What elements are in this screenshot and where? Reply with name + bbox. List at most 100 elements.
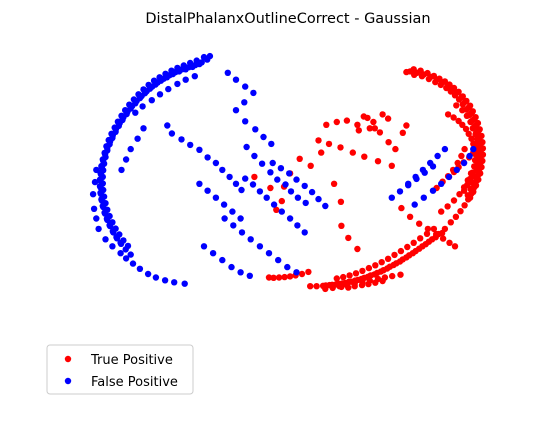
legend-label-false-positive: False Positive bbox=[91, 375, 178, 390]
point-true-positive bbox=[467, 118, 474, 126]
point-false-positive bbox=[156, 91, 164, 98]
point-true-positive bbox=[430, 72, 438, 80]
point-false-positive bbox=[117, 239, 124, 246]
point-false-positive bbox=[242, 175, 249, 182]
point-false-positive bbox=[315, 195, 322, 203]
point-false-positive bbox=[445, 173, 453, 181]
point-false-positive bbox=[212, 194, 220, 201]
point-false-positive bbox=[441, 145, 449, 153]
point-false-positive bbox=[98, 196, 105, 203]
point-true-positive bbox=[455, 96, 463, 103]
point-true-positive bbox=[446, 239, 453, 246]
point-true-positive bbox=[450, 197, 458, 204]
point-true-positive bbox=[379, 277, 386, 285]
series-false-positive bbox=[89, 52, 477, 287]
point-true-positive bbox=[418, 73, 426, 80]
legend-label-true-positive: True Positive bbox=[90, 353, 173, 368]
point-true-positive bbox=[251, 173, 258, 181]
point-false-positive bbox=[209, 250, 217, 257]
point-true-positive bbox=[471, 157, 479, 164]
point-true-positive bbox=[461, 145, 468, 153]
point-false-positive bbox=[122, 255, 130, 262]
point-true-positive bbox=[438, 208, 445, 215]
point-true-positive bbox=[365, 264, 373, 272]
point-true-positive bbox=[397, 247, 405, 255]
point-true-positive bbox=[417, 235, 424, 242]
point-true-positive bbox=[346, 272, 353, 279]
point-true-positive bbox=[307, 162, 314, 169]
point-false-positive bbox=[434, 152, 441, 160]
point-false-positive bbox=[429, 163, 437, 170]
point-true-positive bbox=[444, 111, 452, 118]
point-true-positive bbox=[468, 135, 475, 142]
point-false-positive bbox=[268, 140, 275, 148]
point-false-positive bbox=[265, 250, 273, 257]
point-false-positive bbox=[162, 70, 169, 78]
point-false-positive bbox=[228, 263, 235, 271]
point-true-positive bbox=[364, 114, 371, 122]
point-false-positive bbox=[152, 274, 160, 281]
point-true-positive bbox=[329, 284, 336, 292]
point-true-positive bbox=[452, 213, 460, 220]
point-false-positive bbox=[168, 130, 176, 137]
point-false-positive bbox=[421, 169, 428, 176]
point-false-positive bbox=[122, 156, 130, 163]
point-false-positive bbox=[301, 229, 308, 236]
point-false-positive bbox=[126, 101, 133, 108]
points-layer bbox=[89, 52, 487, 293]
point-true-positive bbox=[305, 268, 312, 276]
point-false-positive bbox=[429, 187, 437, 194]
point-false-positive bbox=[294, 194, 302, 201]
point-false-positive bbox=[180, 62, 187, 69]
point-false-positive bbox=[237, 269, 244, 276]
point-false-positive bbox=[191, 73, 198, 80]
point-false-positive bbox=[135, 91, 142, 98]
point-false-positive bbox=[174, 64, 181, 72]
point-true-positive bbox=[338, 222, 345, 229]
point-false-positive bbox=[105, 136, 112, 144]
point-true-positive bbox=[281, 273, 288, 281]
point-true-positive bbox=[340, 273, 347, 281]
point-true-positive bbox=[315, 137, 322, 144]
point-true-positive bbox=[330, 180, 338, 187]
point-false-positive bbox=[413, 175, 420, 183]
point-false-positive bbox=[204, 154, 211, 161]
point-false-positive bbox=[241, 99, 248, 106]
point-false-positive bbox=[139, 103, 146, 110]
point-false-positive bbox=[127, 251, 134, 258]
point-false-positive bbox=[187, 59, 194, 67]
point-false-positive bbox=[301, 182, 308, 190]
point-false-positive bbox=[284, 263, 291, 271]
point-false-positive bbox=[101, 149, 108, 157]
point-true-positive bbox=[275, 274, 283, 281]
point-true-positive bbox=[451, 92, 459, 99]
point-true-positive bbox=[384, 115, 392, 122]
point-false-positive bbox=[91, 178, 99, 186]
point-false-positive bbox=[150, 77, 158, 84]
point-true-positive bbox=[464, 192, 471, 199]
point-false-positive bbox=[165, 85, 172, 93]
point-false-positive bbox=[243, 143, 250, 151]
point-true-positive bbox=[354, 121, 361, 128]
point-false-positive bbox=[286, 170, 293, 177]
point-true-positive bbox=[273, 206, 280, 213]
point-false-positive bbox=[90, 205, 98, 212]
point-false-positive bbox=[269, 159, 276, 167]
point-false-positive bbox=[282, 181, 289, 188]
point-true-positive bbox=[447, 88, 454, 95]
chart-title: DistalPhalanxOutlineCorrect - Gaussian bbox=[145, 11, 430, 27]
point-false-positive bbox=[96, 176, 104, 183]
point-true-positive bbox=[411, 71, 418, 79]
point-true-positive bbox=[367, 272, 374, 279]
point-true-positive bbox=[474, 137, 481, 145]
point-true-positive bbox=[376, 129, 384, 136]
point-true-positive bbox=[337, 144, 344, 151]
point-false-positive bbox=[204, 187, 211, 194]
point-true-positive bbox=[399, 256, 406, 263]
point-false-positive bbox=[156, 74, 163, 81]
point-true-positive bbox=[338, 283, 345, 291]
point-true-positive bbox=[385, 139, 392, 146]
point-false-positive bbox=[322, 202, 329, 210]
point-true-positive bbox=[345, 284, 352, 291]
